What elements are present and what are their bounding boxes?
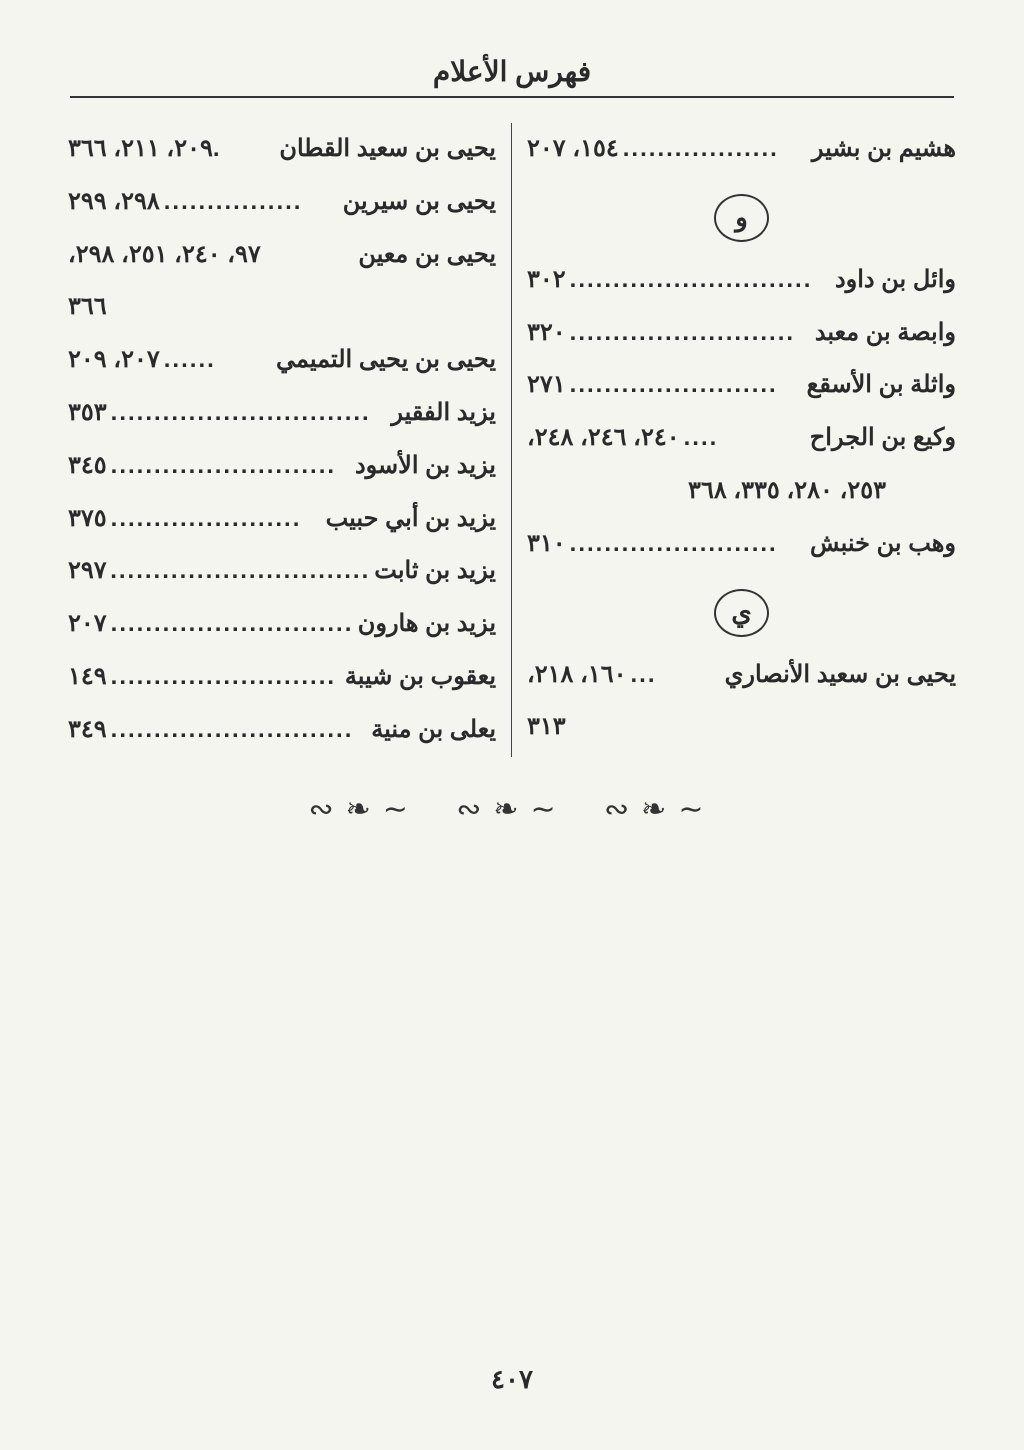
page-title: فهرس الأعلام [60, 55, 964, 88]
index-entry: يحيى بن سيرين ................ ٢٩٨، ٢٩٩ [68, 176, 496, 229]
entry-name: يحيى بن سيرين [343, 176, 496, 229]
entry-name: يزيد الفقير [391, 387, 496, 440]
leader-dots: ............................ [566, 254, 835, 307]
leader-dots: ............................ [107, 598, 358, 651]
entry-pages: ٣٤٥ [68, 440, 107, 493]
left-column: يحيى بن سعيد القطان . .٢٠٩، ٢١١، ٣٦٦ يحي… [60, 123, 512, 757]
index-entry: يحيى بن يحيى التميمي ...... ٢٠٧، ٢٠٩ [68, 334, 496, 387]
leader-dots: ...... [160, 334, 276, 387]
leader-dots: .......................... [107, 651, 345, 704]
entry-continuation: ٣٦٦ [68, 281, 496, 334]
index-entry: يعلى بن منية ...........................… [68, 704, 496, 757]
entry-pages: .٢٠٩، ٢١١، ٣٦٦ [68, 123, 220, 176]
index-entry: وهب بن خنبش ........................ ٣١٠ [527, 518, 956, 571]
entry-pages: ٢٧١ [527, 359, 566, 412]
index-entry: يحيى بن سعيد الأنصاري ... ١٦٠، ٢١٨، [527, 649, 956, 702]
ornament-glyph: ∽❧∾ [309, 792, 420, 827]
leader-dots: ........................ [566, 359, 807, 412]
index-entry: وائل بن داود ...........................… [527, 254, 956, 307]
leader-dots: .............................. [107, 545, 375, 598]
entry-pages: ٢٩٧ [68, 545, 107, 598]
entry-name: يحيى بن سعيد القطان [279, 123, 496, 176]
index-columns: هشيم بن بشير .................. ١٥٤، ٢٠٧… [60, 123, 964, 757]
entry-pages: ٣٧٥ [68, 493, 107, 546]
leader-dots: .......................... [107, 440, 355, 493]
entry-pages: ٣٠٢ [527, 254, 566, 307]
entry-continuation: ٣١٣ [527, 701, 956, 754]
entry-name: يحيى بن سعيد الأنصاري [725, 649, 956, 702]
right-column: هشيم بن بشير .................. ١٥٤، ٢٠٧… [512, 123, 964, 757]
leader-dots: ................ [160, 176, 343, 229]
entry-name: يعلى بن منية [371, 704, 496, 757]
index-entry: واثلة بن الأسقع ........................… [527, 359, 956, 412]
entry-name: يزيد بن هارون [358, 598, 496, 651]
entry-name: وائل بن داود [835, 254, 956, 307]
entry-name: هشيم بن بشير [812, 123, 956, 176]
ornament-divider: ∽❧∾ ∽❧∾ ∽❧∾ [60, 792, 964, 827]
entry-pages: ٣٥٣ [68, 387, 107, 440]
letter-heading-waw: و [714, 194, 769, 242]
entry-name: وابصة بن معبد [815, 307, 956, 360]
entry-name: وهب بن خنبش [810, 518, 956, 571]
title-underline [70, 96, 954, 98]
leader-dots: .... [680, 412, 810, 465]
entry-name: يعقوب بن شيبة [345, 651, 496, 704]
leader-dots: ........................ [566, 518, 810, 571]
leader-dots: .............................. [107, 387, 392, 440]
index-entry: يحيى بن معين . ٩٧، ٢٤٠، ٢٥١، ٢٩٨، [68, 229, 496, 282]
entry-name: يحيى بن يحيى التميمي [276, 334, 496, 387]
entry-pages: ٣٤٩ [68, 704, 107, 757]
index-entry: هشيم بن بشير .................. ١٥٤، ٢٠٧ [527, 123, 956, 176]
index-entry: يحيى بن سعيد القطان . .٢٠٩، ٢١١، ٣٦٦ [68, 123, 496, 176]
entry-pages: ٢٠٧ [68, 598, 107, 651]
entry-pages: ١٦٠، ٢١٨، [527, 649, 627, 702]
index-entry: وابصة بن معبد ..........................… [527, 307, 956, 360]
index-entry: يزيد بن الأسود .........................… [68, 440, 496, 493]
index-entry: يزيد الفقير ............................… [68, 387, 496, 440]
index-entry: يزيد بن ثابت ...........................… [68, 545, 496, 598]
entry-pages: ٢٤٠، ٢٤٦، ٢٤٨، [527, 412, 680, 465]
index-entry: يزيد بن هارون ..........................… [68, 598, 496, 651]
entry-name: يزيد بن الأسود [355, 440, 496, 493]
index-entry: يزيد بن أبي حبيب ...................... … [68, 493, 496, 546]
entry-name: يزيد بن أبي حبيب [326, 493, 496, 546]
leader-dots: ............................ [107, 704, 372, 757]
entry-pages: ٣١٠ [527, 518, 566, 571]
ornament-glyph: ∽❧∾ [456, 792, 567, 827]
entry-pages: ١٥٤، ٢٠٧ [527, 123, 619, 176]
entry-name: وكيع بن الجراح [810, 412, 956, 465]
ornament-glyph: ∽❧∾ [604, 792, 715, 827]
entry-pages: ٩٧، ٢٤٠، ٢٥١، ٢٩٨، [68, 229, 261, 282]
entry-pages: ٢٠٧، ٢٠٩ [68, 334, 160, 387]
index-entry: يعقوب بن شيبة ..........................… [68, 651, 496, 704]
entry-continuation: ٢٥٣، ٢٨٠، ٣٣٥، ٣٦٨ [527, 465, 956, 518]
leader-dots: ...................... [107, 493, 326, 546]
leader-dots: .................. [619, 123, 812, 176]
leader-dots: .......................... [566, 307, 815, 360]
entry-pages: ٢٩٨، ٢٩٩ [68, 176, 160, 229]
entry-name: واثلة بن الأسقع [807, 359, 956, 412]
letter-heading-ya: ي [714, 589, 769, 637]
index-entry: وكيع بن الجراح .... ٢٤٠، ٢٤٦، ٢٤٨، [527, 412, 956, 465]
entry-name: يحيى بن معين [358, 229, 496, 282]
entry-pages: ٣٢٠ [527, 307, 566, 360]
entry-name: يزيد بن ثابت [374, 545, 496, 598]
leader-dots: ... [627, 649, 725, 702]
entry-pages: ١٤٩ [68, 651, 107, 704]
page-number: ٤٠٧ [0, 1364, 1024, 1395]
